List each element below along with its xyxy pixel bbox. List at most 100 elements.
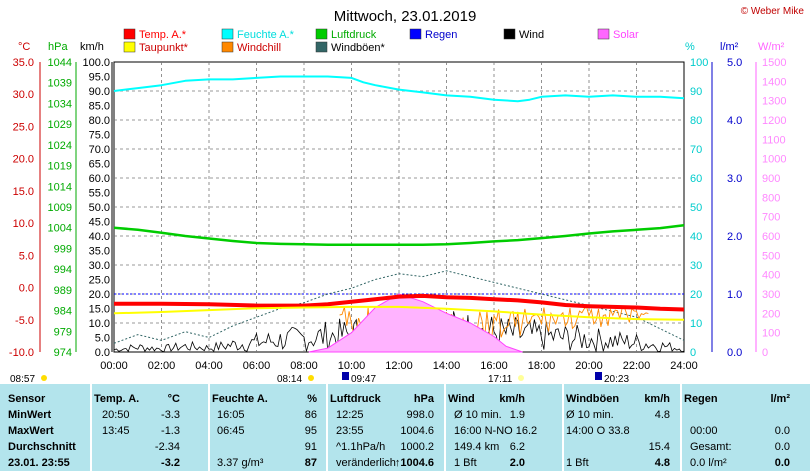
tick-x: 16:00 [480,360,508,372]
table-cell: 0.0 [774,425,790,437]
tick-kmh: 65.0 [89,159,110,171]
tick-hpa: 1019 [48,161,72,173]
table-cell: Gesamt: [690,441,732,453]
series-solar [308,293,523,353]
tick-temp: 30.0 [13,89,34,101]
table-cell: -1.3 [161,425,180,437]
unit-kmh: km/h [80,41,104,53]
table-divider [680,384,682,471]
table-cell: -2.34 [154,441,180,453]
tick-kmh: 80.0 [89,115,110,127]
table-cell: -3.3 [161,409,180,421]
time-sunset: 17:11 [488,374,513,385]
series-line-3 [113,305,685,321]
tick-x: 14:00 [433,360,461,372]
table-header: Sensor [8,393,46,405]
tick-solar: 400 [762,270,780,282]
sunrise-icon [308,375,314,381]
table-cell: 0.0 [774,457,790,469]
tick-pct: 50 [690,202,702,214]
credit: © Weber Mike [740,6,804,17]
legend-label: Luftdruck [331,29,377,41]
table-header: Luftdruck [330,393,381,405]
tick-kmh: 25.0 [89,275,110,287]
sunset-icon [518,375,524,381]
unit-solar: W/m² [758,41,785,53]
table-cell: 3.37 g/m³ [217,457,264,469]
table-header: °C [167,393,180,405]
tick-kmh: 55.0 [89,188,110,200]
time-moonset: 20:23 [604,374,629,385]
tick-kmh: 35.0 [89,246,110,258]
table-cell: 1 Bft [454,457,477,469]
tick-kmh: 20.0 [89,289,110,301]
table-cell: 4.8 [654,457,670,469]
table-row-label: MaxWert [8,425,54,437]
tick-hpa: 1004 [48,223,72,235]
table-header: Feuchte A. [212,393,268,405]
legend-label: Temp. A.* [139,29,187,41]
tick-x: 24:00 [670,360,698,372]
tick-solar: 1100 [762,134,786,146]
tick-hpa: 984 [54,306,72,318]
tick-rain: 3.0 [727,173,742,185]
table-cell: 6.2 [509,441,525,453]
unit-rain: l/m² [720,41,739,53]
table-divider [444,384,446,471]
table-header: km/h [499,393,525,405]
tick-hpa: 1044 [48,57,72,69]
tick-hpa: 1039 [48,78,72,90]
axis-units: °C hPa km/h % l/m² W/m² [18,41,785,53]
legend-label: Wind [519,29,544,41]
tick-solar: 1300 [762,96,786,108]
tick-x: 00:00 [100,360,128,372]
stats-table: Sensor Temp. A. °C Feuchte A.% Luftdruck hPa W… [0,384,810,471]
table-cell: 16:05 [217,409,245,421]
tick-hpa: 1029 [48,119,72,131]
legend-swatch [503,28,516,40]
tick-x: 02:00 [148,360,176,372]
axis-ticks: 35.0 30.0 25.0 20.0 15.0 10.0 5.0 0.0 -5.0 -10.0 1… [9,57,787,372]
table-header: km/h [644,393,670,405]
legend-swatch [123,28,136,40]
table-cell: 149.4 km [454,441,500,453]
table-header: Regen [684,393,718,405]
legend-label: Solar [613,29,639,41]
table-cell: veränderlich [336,457,396,469]
table-row-label: Durchschnitt [8,441,76,453]
table-cell: 0.0 [774,441,790,453]
table-header: Windböen [566,393,620,405]
table-cell: 1 Bft [566,457,589,469]
tick-x: 18:00 [528,360,556,372]
tick-temp: -5.0 [15,315,34,327]
tick-solar: 800 [762,192,780,204]
table-cell: 2.0 [509,457,525,469]
tick-pct: 70 [690,144,702,156]
sun-moon-marks: 08:57 08:14 09:47 17:11 20:23 [10,372,629,385]
table-cell: 06:45 [217,425,245,437]
tick-hpa: 999 [54,243,72,255]
legend-label: Feuchte A.* [237,29,295,41]
table-cell: 15.4 [648,441,670,453]
table-cell: 00:00 [690,425,718,437]
table-header: Temp. A. [94,393,140,405]
table-cell: -3.2 [161,457,180,469]
table-cell: 1000.2 [400,441,434,453]
table-header: % [307,393,317,405]
table-cell: Ø 10 min. [566,409,614,421]
tick-solar: 700 [762,212,780,224]
table-divider [90,384,92,471]
legend-label: Windböen* [331,42,386,54]
legend-swatch [315,41,328,53]
plot-area [113,61,685,353]
chart-title: Mittwoch, 23.01.2019 [334,8,477,25]
tick-x: 04:00 [195,360,223,372]
tick-pct: 0 [690,347,696,359]
series-windboeen [113,270,685,344]
tick-solar: 500 [762,250,780,262]
legend-swatch [123,41,136,53]
table-header: Wind [448,393,475,405]
tick-rain: 5.0 [727,57,742,69]
sun-icon [41,375,47,381]
legend-label: Windchill [237,42,281,54]
